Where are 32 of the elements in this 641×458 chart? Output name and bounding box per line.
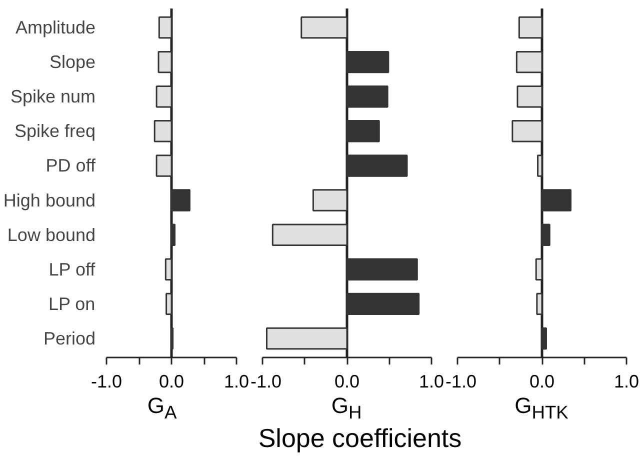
bar	[156, 86, 172, 108]
bar	[170, 224, 176, 246]
bar	[158, 16, 172, 39]
bar	[164, 258, 172, 280]
bar	[156, 154, 172, 177]
x-axis-title: G$_{H}$	[331, 393, 362, 422]
x-tick-label: 0.0	[158, 372, 184, 392]
x-tick-label: -1.0	[446, 372, 477, 392]
x-tick-label: 0.0	[529, 372, 555, 392]
y-tick-label: PD off	[46, 156, 96, 176]
x-axis-title: G$_{A}$	[146, 392, 178, 424]
x-tick-label: -1.0	[250, 372, 282, 392]
y-tick-label: Spike freq	[14, 121, 96, 142]
bar	[154, 120, 172, 142]
x-tick-label: 1.0	[224, 372, 250, 392]
y-tick-label: LP off	[48, 259, 96, 280]
y-tick-label: Spike num	[10, 86, 96, 107]
x-tick-label: 1.0	[614, 372, 640, 392]
y-tick-label: Period	[43, 328, 96, 348]
bar	[170, 189, 190, 212]
bar	[158, 50, 172, 74]
x-tick-label: 0.0	[334, 372, 360, 392]
text: Slope coefficients	[258, 423, 462, 453]
x-axis-title: G$_{HTK}$	[514, 393, 568, 422]
y-tick-label: Slope	[49, 52, 96, 72]
y-tick-label: LP on	[48, 294, 96, 314]
bar	[166, 292, 172, 316]
x-tick-label: -1.0	[90, 372, 122, 392]
x-tick-label: 1.0	[418, 372, 444, 392]
y-tick-label: Low bound	[7, 224, 96, 245]
y-tick-label: Amplitude	[15, 18, 96, 38]
y-tick-label: High bound	[3, 190, 96, 210]
